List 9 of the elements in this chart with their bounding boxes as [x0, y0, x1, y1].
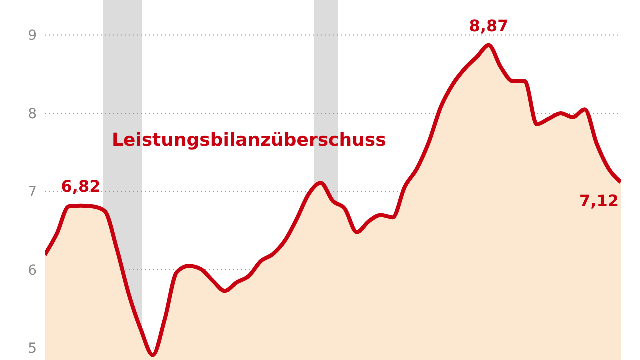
series-label: Leistungsbilanzüberschuss: [112, 130, 386, 151]
y-tick-label: 7: [28, 184, 37, 201]
data-label: 7,12: [580, 191, 619, 210]
y-tick-label: 5: [28, 341, 37, 358]
data-label: 6,82: [61, 176, 101, 196]
y-tick-label: 6: [28, 262, 38, 279]
y-tick-label: 8: [28, 106, 37, 122]
y-tick-label: 9: [28, 28, 37, 44]
data-label: 8,87: [469, 16, 509, 36]
